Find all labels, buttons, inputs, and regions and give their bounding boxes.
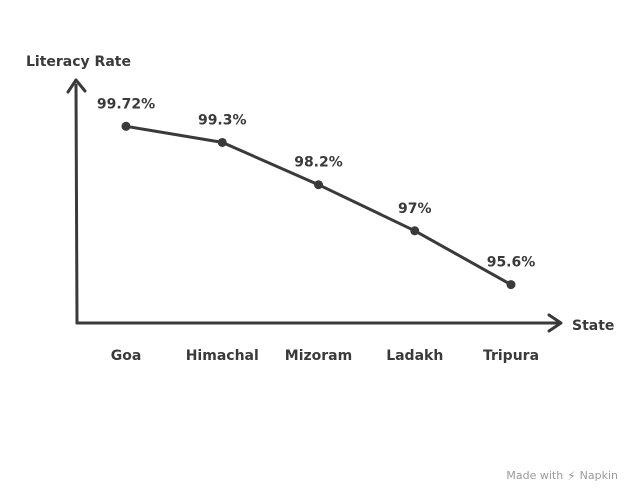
- x-tick-label-mizoram: Mizoram: [285, 348, 352, 364]
- x-tick-label-himachal: Himachal: [186, 348, 259, 364]
- x-tick-label-ladakh: Ladakh: [386, 348, 443, 364]
- series-marks: 99.72% Goa 99.3% Himachal 98.2% Mizoram 97% Lad…: [97, 96, 539, 364]
- series-line: [124, 124, 513, 287]
- x-axis-arrowhead: [547, 313, 563, 333]
- y-axis-title: Literacy Rate: [26, 54, 131, 70]
- x-axis-title: State: [572, 318, 614, 334]
- watermark-made-with: Made with: [506, 469, 564, 482]
- y-axis-arrowhead: [66, 78, 87, 94]
- x-tick-label-goa: Goa: [111, 348, 142, 364]
- data-point-mizoram: [314, 180, 323, 190]
- data-label-tripura: 95.6%: [487, 255, 536, 271]
- data-label-himachal: 99.3%: [198, 112, 247, 128]
- data-point-goa: [121, 121, 131, 131]
- x-tick-label-tripura: Tripura: [483, 348, 539, 364]
- data-label-ladakh: 97%: [398, 201, 432, 217]
- data-point-tripura: [506, 280, 516, 290]
- data-point-ladakh: [410, 226, 420, 236]
- y-axis: [74, 83, 79, 325]
- data-label-mizoram: 98.2%: [294, 155, 343, 171]
- napkin-logo-icon: ⚡: [567, 468, 576, 483]
- watermark-brand: Napkin: [579, 469, 618, 482]
- data-point-himachal: [217, 137, 227, 147]
- data-label-goa: 99.72%: [97, 96, 155, 112]
- watermark: Made with ⚡ Napkin: [506, 469, 618, 482]
